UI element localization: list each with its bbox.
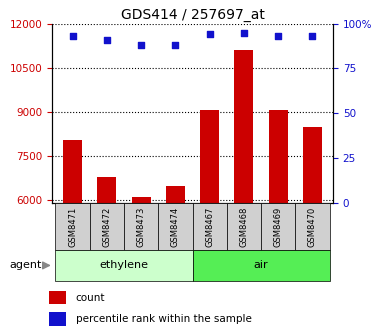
- Point: [310, 33, 316, 39]
- Title: GDS414 / 257697_at: GDS414 / 257697_at: [121, 8, 264, 23]
- Point: [241, 30, 247, 35]
- Text: GSM8473: GSM8473: [137, 207, 146, 247]
- Point: [207, 32, 213, 37]
- Point: [138, 42, 144, 48]
- Bar: [192, 203, 227, 250]
- Point: [69, 33, 75, 39]
- Bar: [261, 203, 295, 250]
- Bar: [49, 291, 65, 304]
- Point: [172, 42, 178, 48]
- Text: GSM8474: GSM8474: [171, 207, 180, 247]
- Bar: [303, 127, 322, 336]
- Bar: [166, 185, 185, 336]
- Bar: [269, 111, 288, 336]
- Text: GSM8472: GSM8472: [102, 207, 111, 247]
- Bar: [192, 250, 330, 281]
- Text: GSM8471: GSM8471: [68, 207, 77, 247]
- Text: ethylene: ethylene: [99, 260, 149, 270]
- Text: count: count: [76, 293, 105, 303]
- Bar: [200, 111, 219, 336]
- Text: GSM8467: GSM8467: [205, 207, 214, 247]
- Text: percentile rank within the sample: percentile rank within the sample: [76, 314, 252, 324]
- Bar: [295, 203, 330, 250]
- Bar: [234, 50, 253, 336]
- Bar: [63, 140, 82, 336]
- Bar: [124, 203, 158, 250]
- Bar: [49, 312, 65, 326]
- Text: GSM8468: GSM8468: [239, 207, 248, 247]
- Bar: [132, 197, 151, 336]
- Bar: [227, 203, 261, 250]
- Point: [104, 37, 110, 42]
- Text: air: air: [254, 260, 268, 270]
- Bar: [97, 177, 116, 336]
- Bar: [158, 203, 192, 250]
- Point: [275, 33, 281, 39]
- Text: GSM8469: GSM8469: [274, 207, 283, 247]
- Text: GSM8470: GSM8470: [308, 207, 317, 247]
- Bar: [90, 203, 124, 250]
- Bar: [55, 250, 192, 281]
- Bar: [55, 203, 90, 250]
- Text: agent: agent: [9, 260, 42, 270]
